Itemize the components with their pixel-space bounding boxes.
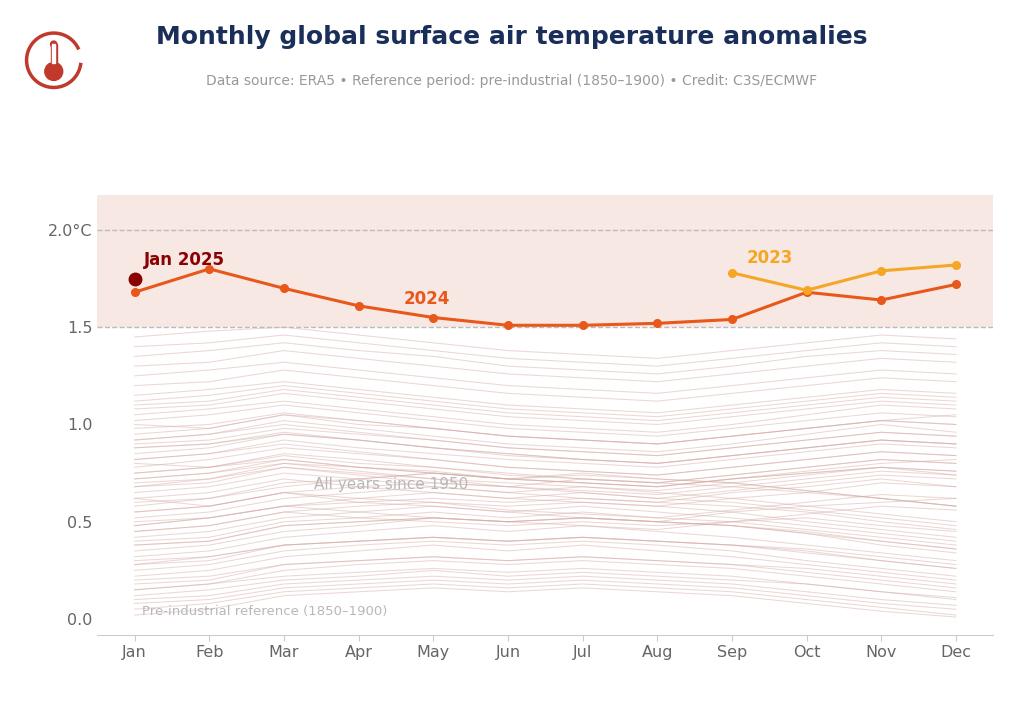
Text: Pre-industrial reference (1850–1900): Pre-industrial reference (1850–1900): [142, 605, 387, 618]
Bar: [52, 44, 55, 64]
Circle shape: [50, 41, 57, 48]
Text: All years since 1950: All years since 1950: [313, 476, 468, 491]
Bar: [97, 195, 993, 328]
Text: 2023: 2023: [746, 249, 794, 267]
Circle shape: [45, 62, 62, 80]
Text: Jan 2025: Jan 2025: [143, 251, 224, 269]
Bar: [50, 44, 57, 72]
Text: Data source: ERA5 • Reference period: pre-industrial (1850–1900) • Credit: C3S/E: Data source: ERA5 • Reference period: pr…: [207, 74, 817, 89]
Text: Monthly global surface air temperature anomalies: Monthly global surface air temperature a…: [157, 25, 867, 49]
Text: 2024: 2024: [403, 290, 450, 308]
